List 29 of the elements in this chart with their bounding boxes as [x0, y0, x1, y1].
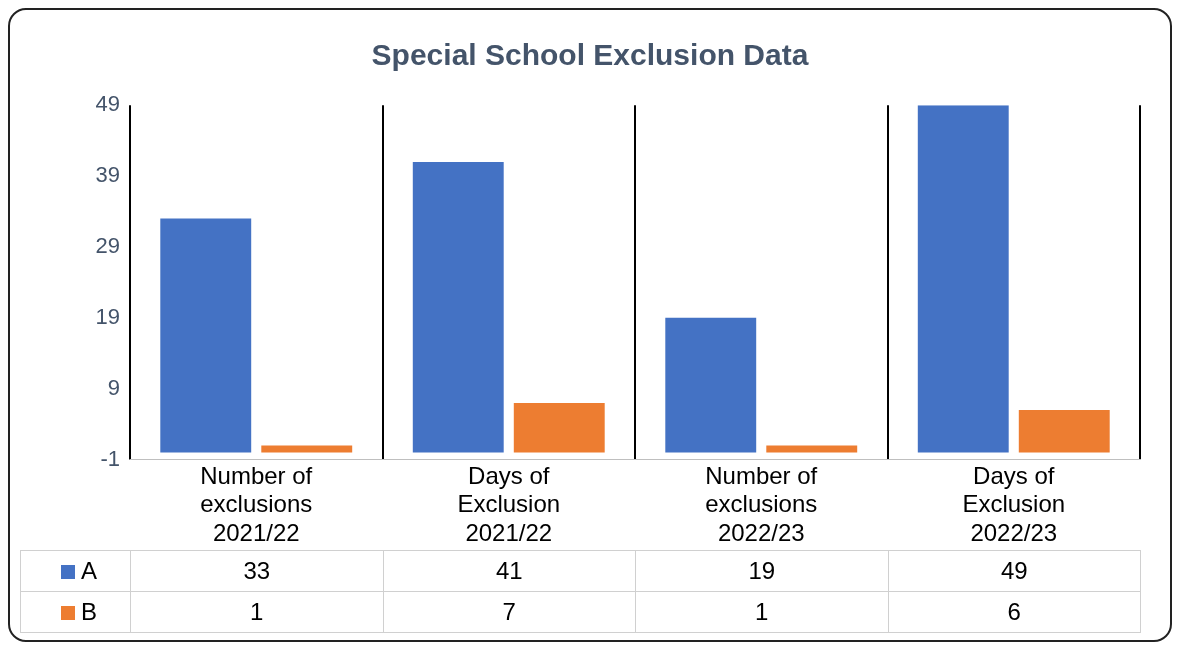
y-tick-label: 19 — [95, 303, 120, 329]
data-label: 6 — [888, 591, 1141, 633]
data-label: 1 — [130, 591, 383, 633]
bar — [513, 402, 605, 453]
data-label: 41 — [383, 550, 636, 592]
chart-title: Special School Exclusion Data — [370, 37, 810, 73]
bar — [412, 161, 504, 453]
y-tick-label: 9 — [107, 374, 120, 400]
x-tick-label: Number of exclusions 2021/22 — [200, 461, 313, 547]
data-label: 7 — [383, 591, 636, 633]
y-tick-label: -1 — [100, 445, 120, 471]
bar — [1018, 409, 1110, 453]
data-label: 33 — [130, 550, 383, 592]
bar — [917, 105, 1009, 453]
bar — [665, 317, 757, 453]
bar — [261, 445, 353, 453]
legend-label: B — [81, 598, 98, 625]
bar — [766, 445, 858, 453]
data-label: 1 — [635, 591, 888, 633]
x-tick-label: Number of exclusions 2022/23 — [705, 461, 818, 547]
data-label: 49 — [888, 550, 1141, 592]
bar — [160, 218, 252, 453]
y-tick-label: 29 — [95, 233, 120, 259]
legend-label: A — [81, 557, 98, 584]
y-tick-label: 49 — [95, 91, 120, 117]
data-label: 19 — [635, 550, 888, 592]
x-tick-label: Days of Exclusion 2021/22 — [457, 461, 561, 547]
y-tick-label: 39 — [95, 162, 120, 188]
x-tick-label: Days of Exclusion 2022/23 — [962, 461, 1066, 547]
